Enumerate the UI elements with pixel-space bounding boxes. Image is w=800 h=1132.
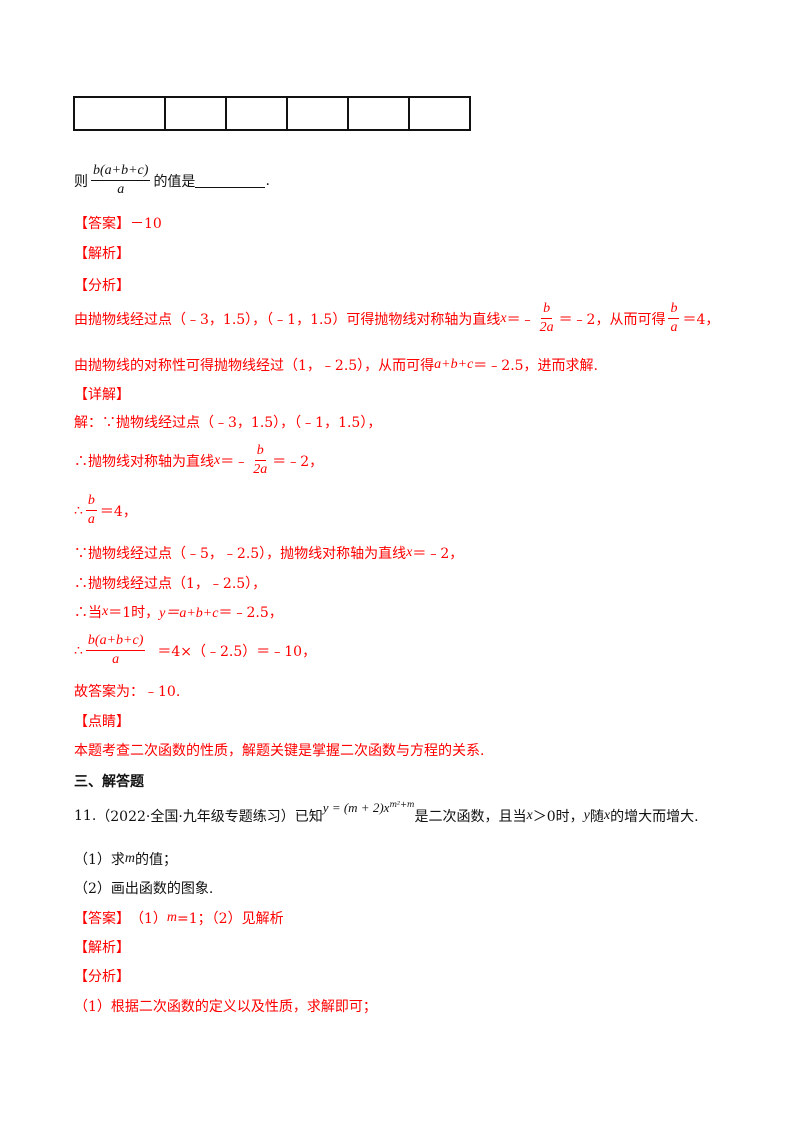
text: （2022·全国·九年级专题练习）已知 — [96, 809, 323, 825]
analysis-tag: 【解析】 — [74, 246, 130, 262]
answer-blank — [195, 173, 266, 188]
denominator: 2a — [253, 462, 268, 477]
numerator: b(a+b+c) — [85, 632, 146, 651]
question-part-2: （2）画出函数的图象. — [74, 881, 214, 897]
fenxi-tag: 【分析】 — [74, 278, 130, 294]
question-number: 11. — [74, 808, 97, 824]
analysis-tag: 【解析】 — [74, 940, 130, 956]
text: ＝4， — [99, 503, 137, 520]
text: ∴ — [74, 642, 83, 659]
solution-line: 解：∵抛物线经过点（﹣3，1.5），（﹣1，1.5）， — [74, 415, 382, 431]
expr: a+b+c — [434, 357, 474, 372]
answer-value: －10 — [130, 216, 162, 232]
denominator: 2a — [539, 320, 554, 335]
fenxi-line-2: 由抛物线的对称性可得抛物线经过（1，﹣2.5），从而可得 a+b+c ＝﹣2.5，进… — [74, 355, 598, 375]
numerator: b(a+b+c) — [91, 162, 151, 181]
table-cell — [286, 96, 349, 131]
denominator: a — [112, 652, 120, 667]
fenxi-text: （1）根据二次函数的定义以及性质，求解即可； — [74, 999, 377, 1015]
text: ＝﹣ — [506, 311, 535, 328]
table-cell — [73, 96, 166, 131]
table-cell — [408, 96, 471, 131]
comment-text: 本题考查二次函数的性质，解题关键是掌握二次函数与方程的关系. — [74, 743, 485, 759]
text: ＝﹣2.5， — [218, 605, 283, 621]
var: m — [166, 910, 178, 925]
fraction: b(a+b+c) a — [85, 632, 146, 669]
solution-line: ∴ b(a+b+c) a ＝4×（﹣2.5）＝﹣10， — [74, 632, 316, 669]
text: ＝﹣2， — [272, 453, 324, 470]
denominator: a — [670, 320, 678, 335]
answer-line: 【答案】 －10 — [74, 213, 162, 233]
numerator: b — [85, 492, 97, 511]
text: ＞0时， — [532, 809, 584, 825]
fraction: b(a+b+c) a — [91, 162, 151, 199]
text: 的值是 — [153, 173, 196, 190]
text: ＝﹣2， — [412, 546, 464, 562]
text: ＝﹣2.5，进而求解. — [473, 358, 598, 374]
var: m — [124, 851, 136, 866]
text: 由抛物线的对称性可得抛物线经过（1，﹣2.5），从而可得 — [74, 358, 435, 374]
text: ∵抛物线经过点（﹣5，﹣2.5），抛物线对称轴为直线 — [74, 546, 407, 562]
solution-line: ∵抛物线经过点（﹣5，﹣2.5），抛物线对称轴为直线 x ＝﹣2， — [74, 543, 463, 563]
text: ＝﹣2，从而可得 — [558, 311, 666, 328]
denominator: a — [87, 512, 95, 527]
fenxi-line-1: 由抛物线经过点（﹣3，1.5），（﹣1，1.5）可得抛物线对称轴为直线 x ＝﹣ b… — [74, 300, 719, 337]
exponent: m²+m — [389, 799, 415, 809]
text: 随 — [589, 809, 604, 825]
text: ＝1时， — [108, 605, 160, 621]
fraction: b 2a — [251, 442, 269, 479]
value-table — [73, 96, 471, 131]
solution-line: ∴当 x ＝1时， y＝a+b+c ＝﹣2.5， — [74, 602, 283, 622]
text: 的增大而增大. — [610, 809, 699, 825]
text: . — [265, 172, 270, 189]
var: y — [583, 808, 590, 823]
numerator: b — [668, 300, 680, 319]
var: x — [603, 808, 611, 823]
text: （1） — [130, 911, 167, 927]
formula: y = (m + 2)x — [322, 800, 390, 815]
var: x — [500, 310, 507, 326]
var: x — [102, 604, 109, 619]
text: ∴当 — [74, 605, 102, 621]
section-heading: 三、解答题 — [74, 774, 144, 790]
fenxi-tag: 【分析】 — [74, 969, 130, 985]
answer-tag: 【答案】 — [74, 216, 130, 232]
text: 是二次函数，且当 — [414, 809, 527, 825]
table-cell — [164, 96, 227, 131]
question-11: 11. （2022·全国·九年级专题练习）已知 y = (m + 2)x m²+m 是二… — [74, 800, 699, 826]
text: ＝4×（﹣2.5）＝﹣10， — [157, 643, 317, 660]
denominator: a — [117, 182, 125, 197]
solution-line: 故答案为：﹣10. — [74, 684, 181, 700]
var: x — [526, 808, 533, 823]
answer-line: 【答案】 （1） m =1；（2）见解析 — [74, 908, 284, 928]
text: ＝﹣ — [220, 453, 249, 470]
text: （1）求 — [74, 852, 125, 868]
text: 则 — [74, 173, 88, 190]
text: ＝4， — [682, 311, 720, 328]
text: 的值； — [135, 852, 178, 868]
text: 由抛物线经过点（﹣3，1.5），（﹣1，1.5）可得抛物线对称轴为直线 — [74, 311, 501, 328]
fraction: b 2a — [538, 300, 556, 337]
comment-tag: 【点睛】 — [74, 714, 130, 730]
text: =1；（2）见解析 — [177, 911, 284, 927]
question-10-tail: 则 b(a+b+c) a 的值是. — [74, 162, 270, 199]
numerator: b — [541, 300, 553, 319]
question-part-1: （1）求 m 的值； — [74, 849, 177, 869]
numerator: b — [254, 442, 266, 461]
table-cell — [225, 96, 288, 131]
table-cell — [347, 96, 410, 131]
solution-line: ∴ b a ＝4， — [74, 492, 137, 529]
solution-line: ∴抛物线经过点（1，﹣2.5）， — [74, 576, 267, 592]
solution-line: ∴抛物线对称轴为直线 x ＝﹣ b 2a ＝﹣2， — [74, 442, 323, 479]
detail-tag: 【详解】 — [74, 387, 130, 403]
expr: y＝a+b+c — [159, 606, 219, 621]
text: ∴抛物线对称轴为直线 — [74, 453, 214, 470]
answer-tag: 【答案】 — [74, 911, 130, 927]
var: x — [214, 452, 221, 468]
var: x — [406, 545, 413, 560]
text: ∴ — [74, 502, 83, 519]
